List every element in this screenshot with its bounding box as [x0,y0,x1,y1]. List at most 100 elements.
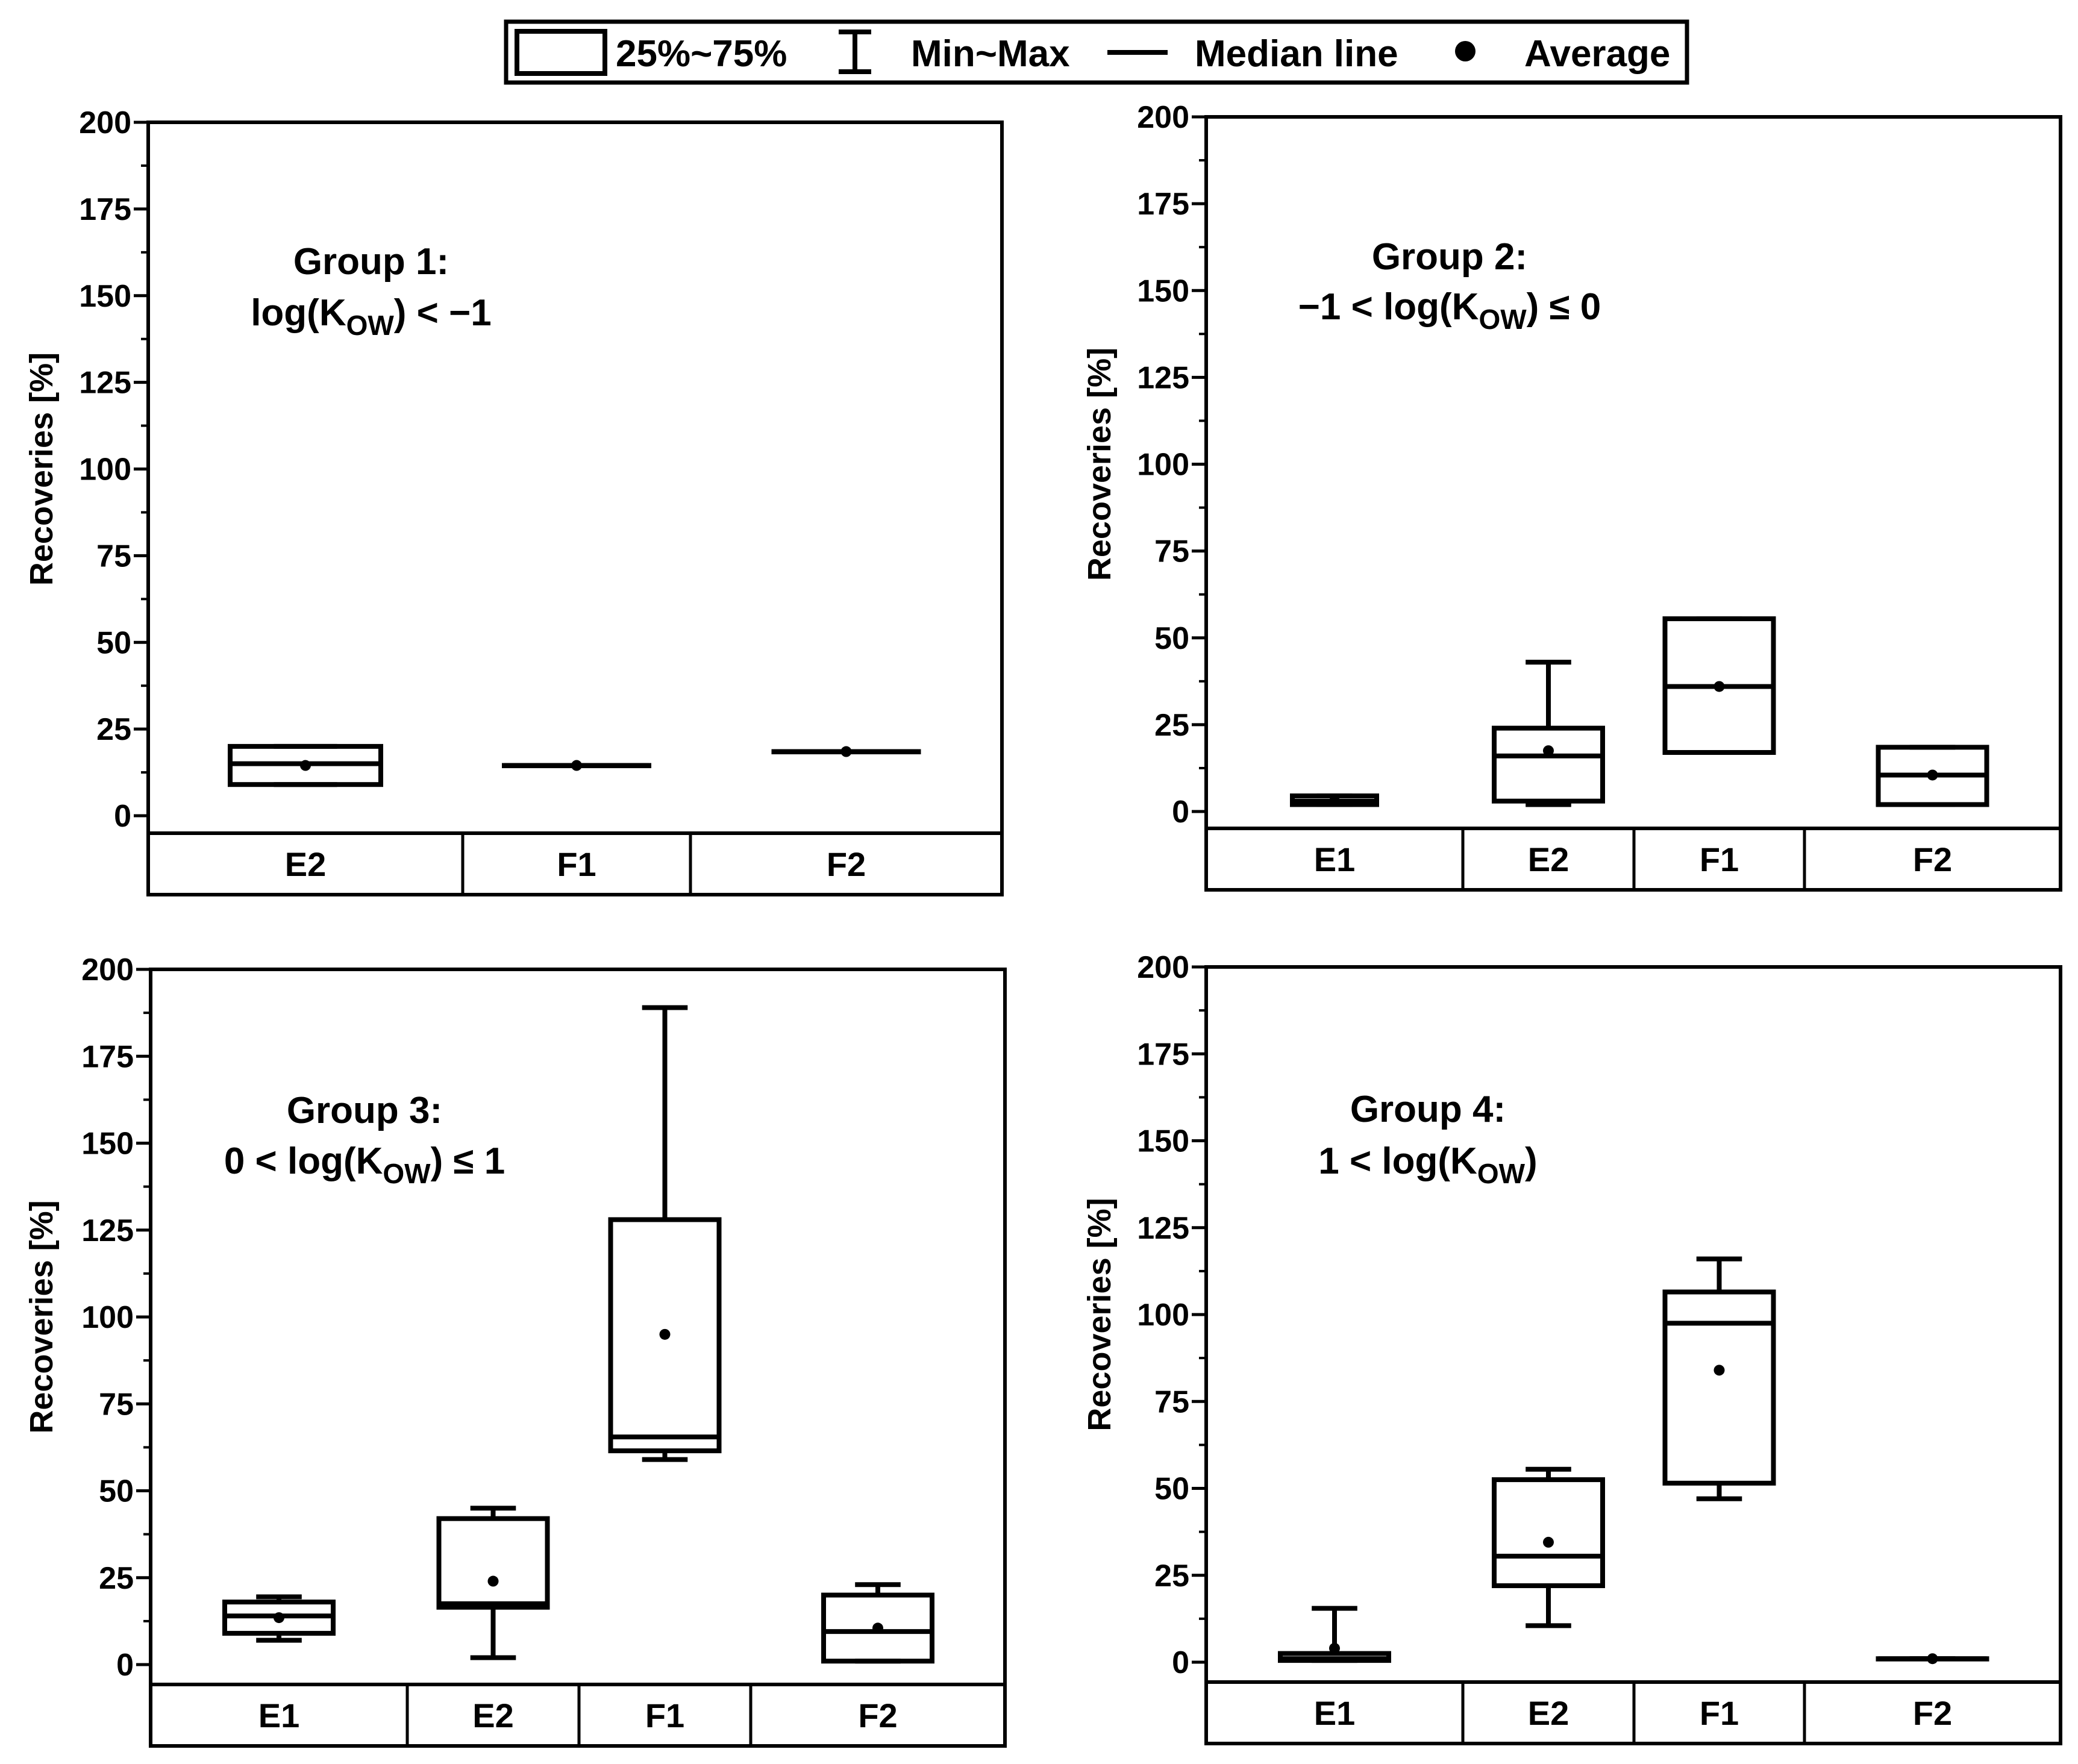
category-label: F2 [827,845,866,883]
box-f1 [1662,1256,1776,1501]
mean-dot [1927,769,1938,781]
group-title: Group 3: [287,1090,442,1131]
legend-median-label: Median line [1195,33,1398,75]
legend-whisker-label: Min~Max [911,33,1070,75]
category-label: E1 [1314,840,1356,878]
y-tick-label: 75 [99,1387,134,1422]
y-tick-label: 200 [1137,950,1189,985]
y-tick-label: 25 [1154,1559,1189,1594]
mean-dot [487,1575,499,1587]
y-tick-label: 100 [81,1300,134,1335]
y-tick-label: 75 [1154,534,1189,569]
y-tick-label: 0 [1172,1645,1189,1680]
group-subtitle: −1 < log(KOW) ≤ 0 [1298,286,1601,335]
box-iqr [608,1217,722,1454]
mean-dot [1713,1365,1725,1376]
box-e2 [1492,1466,1605,1628]
y-tick-label: 50 [1154,621,1189,656]
category-label: E1 [1314,1694,1356,1732]
y-tick-label: 175 [1137,187,1189,222]
y-tick-label: 25 [1154,708,1189,743]
category-label: F2 [1913,1694,1952,1732]
legend-mean-symbol [1455,41,1476,61]
group-subtitle: 0 < log(KOW) ≤ 1 [224,1140,505,1189]
mean-dot [274,1612,284,1624]
panel-group-4: 0 25 50 75 100 125 150 175 200 Recoveries [%] Grou… [1081,950,2062,1745]
mean-dot [1543,1536,1554,1548]
y-tick-label: 100 [79,452,131,487]
y-tick-label: 150 [1137,274,1189,308]
legend-box-label: 25%~75% [616,33,787,75]
category-label: F1 [1700,840,1739,878]
category-label: F2 [858,1697,897,1734]
y-tick-label: 50 [1154,1472,1189,1507]
mean-dot [1713,681,1725,692]
category-label: E2 [472,1697,514,1734]
y-axis-label: Recoveries [%] [23,1200,60,1433]
y-tick-label: 50 [96,625,131,660]
y-tick-label: 75 [96,539,131,574]
y-tick-label: 200 [79,105,131,140]
y-tick-label: 0 [116,1648,134,1683]
y-tick-label: 125 [1137,360,1189,395]
y-axis-label: Recoveries [%] [23,352,60,586]
y-tick-label: 175 [81,1039,134,1074]
box-iqr [1492,1477,1605,1589]
mean-dot [840,746,852,757]
legend-whisker-symbol [839,30,871,74]
group-title: Group 1: [293,241,449,283]
group-title: Group 2: [1372,236,1527,278]
panel-group-2: 0 25 50 75 100 125 150 175 200 Recoveries [%] Grou… [1081,100,2062,892]
category-label: E1 [258,1697,300,1734]
y-tick-label: 0 [1172,795,1189,830]
mean-dot [300,760,311,771]
mean-dot [1329,1642,1340,1654]
y-axis-label: Recoveries [%] [1081,1198,1118,1431]
box-e2 [1492,660,1605,807]
legend-mean-label: Average [1524,33,1670,75]
y-tick-label: 100 [1137,448,1189,483]
y-tick-label: 200 [81,952,134,987]
group-subtitle: 1 < log(KOW) [1318,1140,1537,1189]
panels: 0 25 50 75 100 125 150 175 200 Recoveries [%] Grou… [23,100,2062,1748]
y-tick-label: 200 [1137,100,1189,135]
legend: 25%~75% Min~Max Median line Average [504,19,1689,85]
mean-dot [659,1328,671,1340]
y-axis-label: Recoveries [%] [1081,348,1118,581]
mean-dot [872,1622,883,1634]
y-tick-label: 25 [99,1561,134,1596]
category-label: F2 [1913,840,1952,878]
category-label: E2 [285,845,327,883]
plot-frame [146,120,1004,896]
y-tick-label: 100 [1137,1298,1189,1333]
legend-frame [504,19,1689,85]
y-tick-label: 75 [1154,1384,1189,1419]
box-e2 [436,1506,550,1660]
category-label: F1 [557,845,596,883]
y-tick-label: 125 [1137,1211,1189,1246]
mean-dot [1927,1653,1938,1665]
y-tick-label: 175 [79,192,131,227]
mean-dot [1543,745,1554,757]
y-tick-label: 25 [96,712,131,747]
y-tick-label: 125 [81,1213,134,1248]
category-label: F1 [645,1697,684,1734]
group-subtitle: log(KOW) < −1 [251,292,492,341]
y-tick-label: 150 [79,279,131,314]
group-title: Group 4: [1350,1089,1506,1130]
y-tick-label: 125 [79,366,131,401]
category-label: E2 [1528,1694,1569,1732]
category-label: E2 [1528,840,1569,878]
y-tick-label: 175 [1137,1037,1189,1072]
legend-box-symbol [515,29,607,76]
y-tick-label: 150 [81,1127,134,1162]
box-iqr [1492,725,1605,804]
panel-group-3: 0 25 50 75 100 125 150 175 200 Recoveries [%] Grou… [23,952,1007,1748]
box-f1 [608,1005,722,1462]
category-label: F1 [1700,1694,1739,1732]
box-iqr [436,1516,550,1610]
box-iqr [821,1592,934,1664]
y-tick-label: 0 [114,799,131,834]
y-tick-label: 150 [1137,1124,1189,1159]
